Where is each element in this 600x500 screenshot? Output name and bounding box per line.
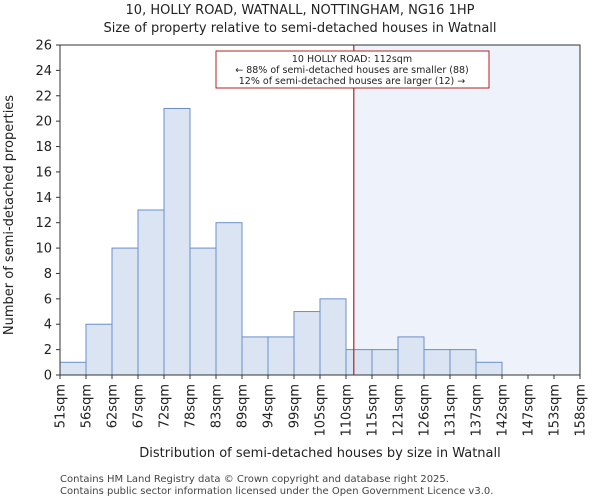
bar-89sqm <box>241 336 269 376</box>
x-tick-label: 158sqm <box>574 384 589 437</box>
y-tick-label: 16 <box>35 165 52 180</box>
annotation-border <box>215 50 490 89</box>
x-tick-label: 131sqm <box>444 384 459 437</box>
bar-78sqm <box>189 247 217 376</box>
y-tick-label: 20 <box>35 115 52 130</box>
y-tick-label: 4 <box>44 318 52 333</box>
x-tick-label: 121sqm <box>392 384 407 437</box>
annotation-line2: ← 88% of semi-detached houses are smalle… <box>235 65 469 76</box>
x-tick-label: 72sqm <box>158 384 173 428</box>
y-tick-label: 0 <box>44 369 52 384</box>
bar-62sqm <box>111 247 139 376</box>
x-tick-label: 137sqm <box>470 384 485 437</box>
x-tick-label: 51sqm <box>54 384 69 428</box>
x-tick-label: 115sqm <box>366 384 381 437</box>
larger-properties-region <box>353 45 580 375</box>
x-axis-ticks: 51sqm 56sqm 62sqm 67sqm 72sqm 78sqm 83sqm 89sqm… <box>54 375 589 437</box>
y-tick-label: 26 <box>35 39 52 54</box>
annotation-box: 10 HOLLY ROAD: 112sqm ← 88% of semi-deta… <box>215 50 490 89</box>
bar-126sqm <box>423 349 451 376</box>
x-tick-label: 99sqm <box>288 384 303 428</box>
y-tick-label: 22 <box>35 89 52 104</box>
footer-line1: Contains HM Land Registry data © Crown c… <box>60 474 449 485</box>
plot-frame <box>59 44 581 376</box>
bar-131sqm <box>449 349 477 376</box>
y-axis-label: Number of semi-detached properties <box>2 95 17 335</box>
bar-99sqm <box>293 311 321 376</box>
bar-115sqm <box>371 349 399 376</box>
x-tick-label: 83sqm <box>210 384 225 428</box>
annotation-line1: 10 HOLLY ROAD: 112sqm <box>292 54 412 65</box>
x-tick-label: 67sqm <box>132 384 147 428</box>
annotation-line3: 12% of semi-detached houses are larger (… <box>239 76 466 87</box>
bars-group <box>59 107 503 376</box>
bar-105sqm <box>319 298 347 376</box>
y-tick-label: 10 <box>35 242 52 257</box>
x-tick-label: 110sqm <box>340 384 355 437</box>
x-tick-label: 89sqm <box>236 384 251 428</box>
y-tick-label: 6 <box>44 292 52 307</box>
footer-line2: Contains public sector information licen… <box>60 486 493 497</box>
x-tick-label: 153sqm <box>548 384 563 437</box>
y-tick-label: 18 <box>35 140 52 155</box>
bar-72sqm <box>163 107 191 376</box>
x-tick-label: 94sqm <box>262 384 277 428</box>
y-tick-label: 14 <box>35 191 52 206</box>
x-tick-label: 142sqm <box>496 384 511 437</box>
bar-121sqm <box>397 336 425 376</box>
x-axis-label: Distribution of semi-detached houses by … <box>139 446 500 461</box>
x-tick-label: 62sqm <box>106 384 121 428</box>
x-tick-label: 147sqm <box>522 384 537 437</box>
chart-title-line1: 10, HOLLY ROAD, WATNALL, NOTTINGHAM, NG1… <box>126 3 475 18</box>
x-tick-label: 105sqm <box>314 384 329 437</box>
y-tick-label: 8 <box>44 267 52 282</box>
x-tick-label: 78sqm <box>184 384 199 428</box>
y-tick-label: 2 <box>44 343 52 358</box>
bar-51sqm <box>59 361 87 376</box>
y-tick-label: 12 <box>35 216 52 231</box>
bar-94sqm <box>267 336 295 376</box>
bar-110sqm <box>345 349 373 376</box>
bar-137sqm <box>475 361 503 376</box>
x-tick-label: 126sqm <box>418 384 433 437</box>
bar-67sqm <box>137 209 165 376</box>
bar-83sqm <box>215 222 243 376</box>
bar-56sqm <box>85 323 113 376</box>
chart-title-line2: Size of property relative to semi-detach… <box>103 21 496 36</box>
x-tick-label: 56sqm <box>80 384 95 428</box>
y-tick-label: 24 <box>35 64 52 79</box>
